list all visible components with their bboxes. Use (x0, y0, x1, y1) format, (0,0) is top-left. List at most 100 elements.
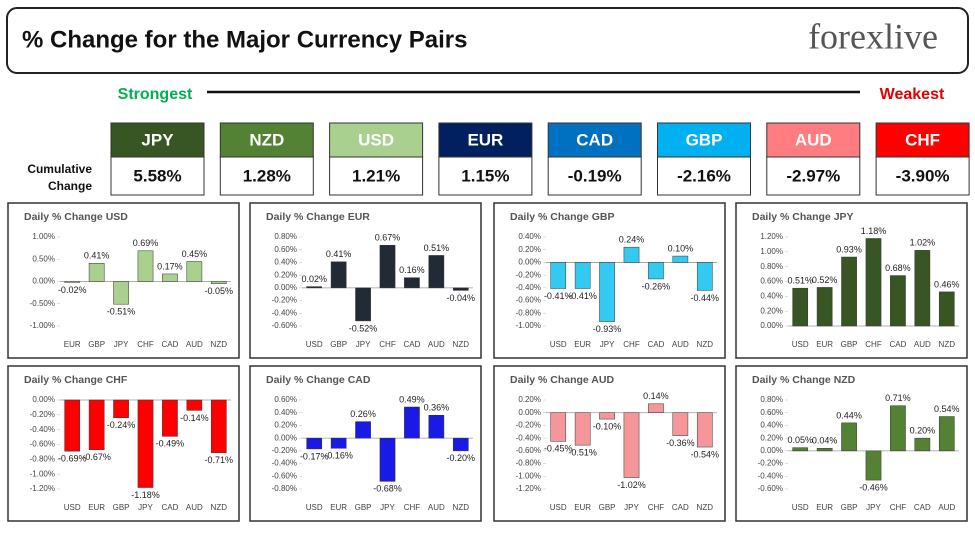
y-tick-label: -0.20% (516, 270, 541, 279)
value-label: -0.16% (324, 451, 353, 461)
y-tick-label: -0.40% (758, 471, 783, 480)
tile-value: 1.15% (461, 166, 509, 185)
bar (210, 399, 227, 453)
bar (890, 405, 906, 452)
y-tick-label: -0.60% (758, 484, 783, 493)
bar (696, 412, 713, 448)
value-label: -0.05% (205, 286, 234, 296)
value-label: -0.41% (568, 291, 597, 301)
x-tick-label: EUR (574, 503, 591, 512)
x-tick-label: CHF (865, 340, 882, 349)
tile-name: NZD (249, 130, 284, 149)
y-tick-label: -0.60% (272, 321, 297, 330)
bar (648, 262, 664, 280)
x-tick-label: NZD (453, 340, 470, 349)
bar (452, 437, 469, 452)
y-tick-label: 0.20% (274, 421, 297, 430)
y-tick-label: -0.40% (272, 308, 297, 317)
x-tick-label: GBP (599, 503, 616, 512)
bar (890, 275, 906, 327)
bar (672, 255, 689, 263)
value-label: 1.02% (910, 238, 936, 248)
x-tick-label: CHF (404, 503, 421, 512)
value-label: -0.20% (447, 453, 476, 463)
chart-title: Daily % Change AUD (510, 374, 614, 386)
page-title: % Change for the Major Currency Pairs (22, 26, 467, 53)
bar (841, 422, 857, 452)
tile-header (875, 122, 970, 158)
y-tick-label: -0.60% (516, 446, 541, 455)
x-tick-label: JPY (138, 503, 153, 512)
value-label: 0.14% (643, 391, 669, 401)
x-tick-label: EUR (88, 503, 105, 512)
bar (816, 448, 833, 452)
bar (64, 399, 81, 452)
value-label: -0.17% (300, 451, 329, 461)
tile-value-box (766, 156, 861, 196)
chart-box (7, 202, 240, 359)
value-label: -0.49% (156, 439, 185, 449)
bar (574, 262, 591, 289)
value-label: 0.04% (812, 436, 838, 446)
y-tick-label: 0.60% (760, 408, 783, 417)
bar (330, 261, 347, 289)
bar (186, 399, 203, 411)
bar (792, 287, 809, 327)
y-tick-label: 0.00% (32, 277, 55, 286)
chart-title: Daily % Change JPY (752, 211, 854, 223)
value-label: -0.46% (859, 482, 888, 492)
y-tick-label: -0.20% (758, 459, 783, 468)
bar (914, 437, 931, 452)
weakest-label: Weakest (880, 86, 945, 103)
x-tick-label: EUR (330, 503, 347, 512)
y-tick-label: -1.20% (516, 484, 541, 493)
value-label: -0.24% (107, 420, 136, 430)
value-label: 0.16% (399, 265, 425, 275)
tile-header (547, 122, 642, 158)
x-tick-label: JPY (866, 503, 881, 512)
y-tick-label: -0.40% (516, 433, 541, 442)
x-tick-label: AUD (672, 340, 689, 349)
tile-header (329, 122, 424, 158)
bar (306, 286, 323, 289)
y-tick-label: 1.00% (32, 232, 55, 241)
tile-value: 1.21% (352, 166, 400, 185)
logo: forexlive (808, 16, 938, 56)
tile-value-box (219, 156, 314, 196)
x-tick-label: GBP (841, 503, 858, 512)
x-tick-label: AUD (428, 503, 445, 512)
tile-value: -0.19% (568, 166, 622, 185)
y-tick-label: 0.40% (518, 232, 541, 241)
value-label: 0.10% (668, 243, 694, 253)
value-label: 1.18% (861, 226, 887, 236)
tile-header (657, 122, 751, 158)
bar (865, 450, 882, 481)
value-label: -0.71% (205, 455, 234, 465)
bar (428, 415, 445, 439)
y-tick-label: 0.20% (518, 245, 541, 254)
strongest-label: Strongest (118, 86, 193, 103)
x-tick-label: CHF (890, 503, 907, 512)
bar (379, 245, 396, 289)
chart-title: Daily % Change CAD (266, 374, 371, 386)
tile-name: EUR (467, 130, 503, 149)
bar (550, 262, 567, 289)
y-tick-label: 0.20% (760, 306, 783, 315)
value-label: -0.14% (180, 413, 209, 423)
value-label: 0.93% (836, 244, 862, 254)
x-tick-label: NZD (939, 340, 956, 349)
y-tick-label: 0.20% (274, 270, 297, 279)
bar (696, 262, 713, 291)
value-label: 0.02% (301, 274, 327, 284)
bar (306, 437, 323, 450)
x-tick-label: AUD (186, 340, 203, 349)
tile-name: JPY (141, 130, 174, 149)
x-tick-label: GBP (355, 503, 372, 512)
tile-value-box (329, 156, 424, 196)
value-label: 0.54% (934, 404, 960, 414)
header-box (6, 7, 969, 74)
y-tick-label: 0.40% (760, 421, 783, 430)
x-tick-label: JPY (356, 340, 371, 349)
x-tick-label: NZD (211, 340, 228, 349)
